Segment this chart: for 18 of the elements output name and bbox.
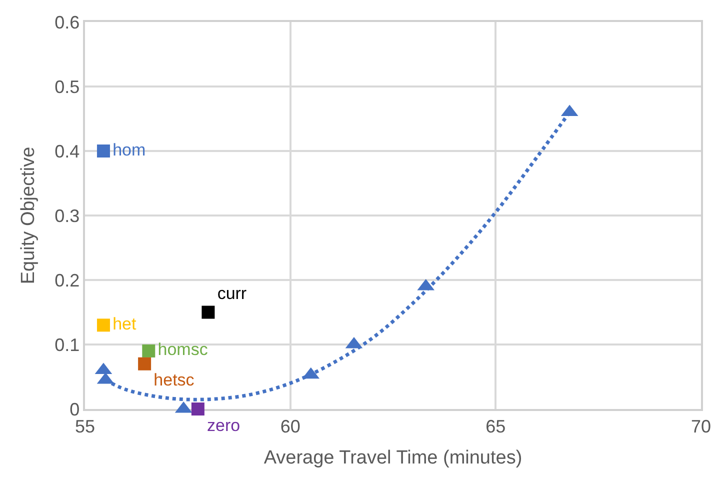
series-label: curr [217,284,247,303]
series-label: homsc [158,340,208,360]
y-tick-label: 0.4 [54,141,80,162]
y-tick-label: 0.1 [54,334,80,355]
y-axis-title: Equity Objective [18,146,39,284]
x-tick-label: 70 [690,416,712,436]
y-tick-label: 0.6 [54,12,80,32]
series-label: hetsc [154,370,195,390]
series-label: zero [207,416,240,435]
x-axis-title: Average Travel Time (minutes) [264,448,522,469]
point [142,344,156,358]
series-label: hom [112,140,146,160]
x-tick-label: 60 [280,416,300,436]
y-tick-label: 0.2 [54,270,80,290]
x-tick-label: 65 [486,416,506,436]
y-tick-label: 0.3 [54,206,80,226]
series-label: het [112,314,137,334]
y-tick-label: 0.5 [54,76,80,97]
